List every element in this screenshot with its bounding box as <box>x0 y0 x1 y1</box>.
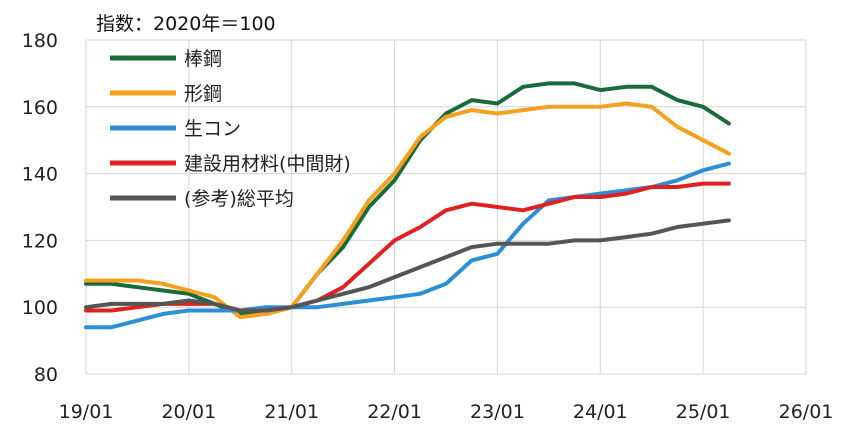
index-note: 指数：2020年＝100 <box>96 13 276 35</box>
y-tick-label: 80 <box>34 364 58 386</box>
series-line-2 <box>84 161 731 330</box>
series-line-4 <box>84 218 731 313</box>
legend-label-2: 生コン <box>184 118 241 140</box>
legend-label-4: (参考)総平均 <box>184 188 294 210</box>
legend-label-3: 建設用材料(中間財) <box>184 153 351 175</box>
y-tick-label: 100 <box>22 297 58 319</box>
series-line-3 <box>84 181 731 313</box>
x-tick-label: 19/01 <box>59 401 114 423</box>
series-lines <box>84 81 731 330</box>
x-tick-label: 24/01 <box>573 401 628 423</box>
legend-label-1: 形鋼 <box>184 83 222 105</box>
y-tick-label: 140 <box>22 164 58 186</box>
x-tick-label: 22/01 <box>367 401 422 423</box>
x-tick-label: 25/01 <box>676 401 731 423</box>
y-tick-label: 180 <box>22 30 58 52</box>
x-axis: 19/01 20/01 21/01 22/01 23/01 24/01 25/01 26/01 <box>59 401 834 423</box>
series-line-0 <box>84 81 731 316</box>
x-tick-label: 21/01 <box>264 401 319 423</box>
x-tick-label: 20/01 <box>161 401 216 423</box>
legend-label-0: 棒鋼 <box>184 48 222 70</box>
y-axis: 80 100 120 140 160 180 <box>22 30 58 386</box>
y-tick-label: 160 <box>22 97 58 119</box>
x-tick-label: 26/01 <box>779 401 834 423</box>
series-line-1 <box>84 101 731 320</box>
y-tick-label: 120 <box>22 230 58 252</box>
grid <box>85 39 807 375</box>
x-tick-label: 23/01 <box>470 401 525 423</box>
